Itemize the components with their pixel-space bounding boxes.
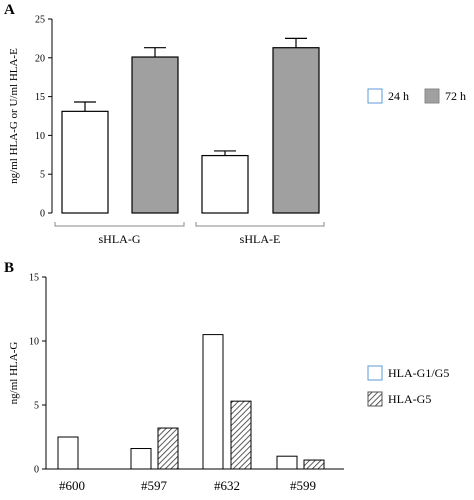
legend-label: HLA-G1/G5 (388, 366, 449, 380)
category-bracket (195, 222, 325, 227)
y-tick-label: 0 (40, 209, 45, 220)
panel-a-chart: A 0 5 10 15 20 25 ng/ml HLA-G or U/ml HLA-E sHLA… (4, 2, 466, 246)
y-tick-label: 10 (35, 131, 45, 142)
x-category-label: sHLA-E (240, 232, 281, 246)
legend-swatch (367, 365, 383, 381)
y-tick-label: 0 (34, 465, 39, 476)
y-tick-label: 25 (35, 15, 45, 26)
bar (276, 455, 298, 470)
y-tick-label: 5 (40, 170, 45, 181)
category-bracket (54, 222, 185, 227)
x-category-label: sHLA-G (99, 232, 141, 246)
bar (130, 448, 152, 470)
bar (61, 110, 109, 214)
legend-swatch (367, 391, 383, 407)
bar (230, 400, 252, 470)
x-category-label: #597 (141, 478, 168, 493)
y-tick-label: 20 (35, 53, 45, 64)
y-tick-label: 5 (34, 401, 39, 412)
y-tick-label: 15 (35, 92, 45, 103)
legend-swatch (367, 88, 383, 104)
legend-swatch (424, 88, 440, 104)
legend-label: HLA-G5 (388, 392, 431, 406)
bar (272, 47, 320, 214)
y-tick-label: 10 (29, 337, 39, 348)
y-axis-label: ng/ml HLA-G or U/ml HLA-E (8, 48, 20, 184)
x-category-label: #632 (214, 478, 240, 493)
panel-b-chart: B 0 5 10 15 ng/ml HLA-G #600 #597 #632 #599 HLA-G1… (4, 260, 449, 493)
bar (131, 56, 179, 214)
panel-letter-a: A (4, 2, 15, 18)
x-category-label: #600 (59, 478, 85, 493)
legend-label: 72 h (445, 89, 466, 103)
legend-label: 24 h (388, 89, 409, 103)
panel-letter-b: B (4, 260, 14, 276)
bar (303, 459, 325, 470)
bar (202, 334, 224, 470)
bar (157, 427, 179, 470)
bar (201, 154, 249, 214)
bar (57, 436, 79, 470)
x-category-label: #599 (290, 478, 316, 493)
y-tick-label: 15 (29, 273, 39, 284)
y-axis-label: ng/ml HLA-G (8, 342, 20, 405)
